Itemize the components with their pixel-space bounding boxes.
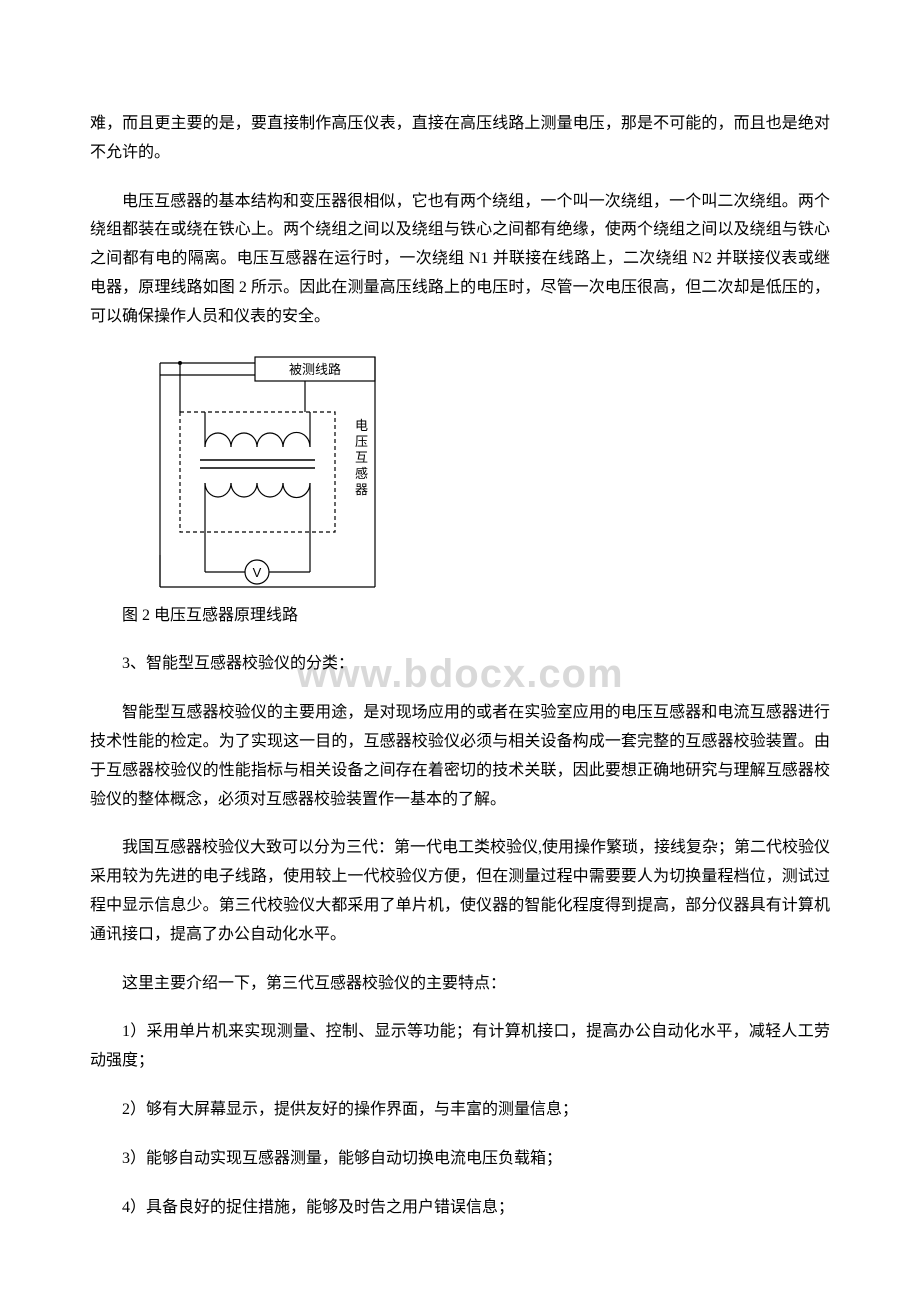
transformer-label-char-1: 电 — [355, 418, 368, 433]
primary-coil-3 — [257, 433, 283, 447]
line-label-text: 被测线路 — [289, 362, 341, 377]
paragraph-4: 智能型互感器校验仪的主要用途，是对现场应用的或者在实验室应用的电压互感器和电流互… — [90, 699, 830, 814]
transformer-label-char-5: 器 — [355, 482, 368, 497]
list-item-1: 1）采用单片机来实现测量、控制、显示等功能；有计算机接口，提高办公自动化水平，减… — [90, 1018, 830, 1076]
secondary-coil-2 — [231, 483, 257, 497]
list-item-4: 4）具备良好的捉住措施，能够及时告之用户错误信息； — [90, 1194, 830, 1223]
secondary-coil-3 — [257, 483, 283, 497]
transformer-label-char-4: 感 — [355, 466, 368, 481]
figure-2-diagram: 被测线路 — [150, 352, 390, 592]
section-3-heading: 3、智能型互感器校验仪的分类： — [90, 650, 830, 679]
transformer-diagram-svg: 被测线路 — [150, 352, 390, 592]
list-item-2: 2）够有大屏幕显示，提供友好的操作界面，与丰富的测量信息； — [90, 1096, 830, 1125]
primary-coil-2 — [231, 433, 257, 447]
list-item-3: 3）能够自动实现互感器测量，能够自动切换电流电压负载箱； — [90, 1145, 830, 1174]
transformer-dashed-box — [180, 412, 335, 532]
paragraph-2: 电压互感器的基本结构和变压器很相似，它也有两个绕组，一个叫一次绕组，一个叫二次绕… — [90, 188, 830, 332]
secondary-coil-4 — [283, 483, 310, 498]
paragraph-6: 这里主要介绍一下，第三代互感器校验仪的主要特点： — [90, 970, 830, 999]
node-dot-1 — [178, 361, 182, 365]
paragraph-5: 我国互感器校验仪大致可以分为三代：第一代电工类校验仪,使用操作繁琐，接线复杂；第… — [90, 834, 830, 949]
primary-coil-4 — [283, 432, 310, 447]
transformer-label-char-3: 互 — [355, 450, 368, 465]
voltmeter-label: V — [253, 565, 262, 580]
figure-2-caption: 图 2 电压互感器原理线路 — [90, 602, 830, 631]
secondary-coil-1 — [205, 483, 231, 497]
transformer-label-char-2: 压 — [355, 434, 368, 449]
paragraph-1: 难，而且更主要的是，要直接制作高压仪表，直接在高压线路上测量电压，那是不可能的，… — [90, 110, 830, 168]
primary-coil-1 — [205, 433, 231, 447]
